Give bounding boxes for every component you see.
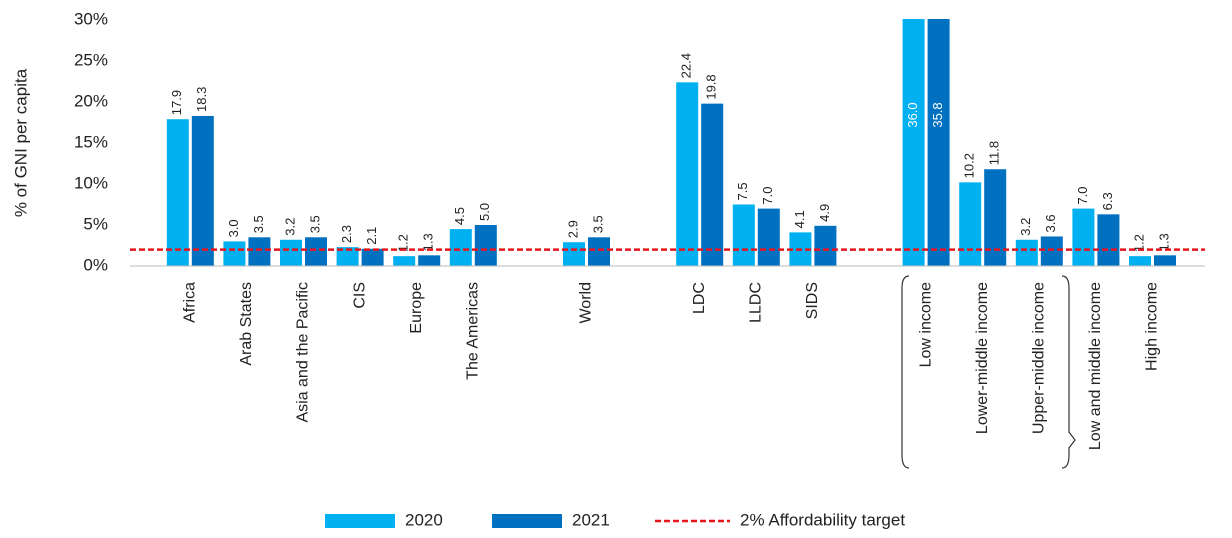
value-label: 3.5 <box>251 215 266 233</box>
legend-label: 2020 <box>405 510 443 529</box>
bar <box>902 19 925 267</box>
y-tick-label: 5% <box>83 214 108 233</box>
brace-left <box>901 275 910 469</box>
bar <box>1015 239 1038 266</box>
bar <box>1154 255 1176 266</box>
bar <box>588 237 610 266</box>
x-tick-label: Europe <box>408 282 425 334</box>
bar <box>1072 208 1095 266</box>
value-label: 7.0 <box>760 187 775 205</box>
legend-label: 2021 <box>572 510 610 529</box>
value-label: 35.8 <box>930 102 945 127</box>
y-tick-label: 20% <box>74 91 108 110</box>
legend-swatch <box>325 514 395 528</box>
bar <box>732 204 755 266</box>
bar <box>336 247 359 266</box>
y-tick-label: 10% <box>74 173 108 192</box>
bar <box>1040 236 1063 266</box>
value-label: 17.9 <box>169 90 184 115</box>
value-label: 5.0 <box>477 203 492 221</box>
x-tick-label: Low and middle income <box>1087 282 1104 450</box>
value-label: 3.0 <box>226 219 241 237</box>
bar <box>676 82 699 266</box>
value-label: 4.5 <box>452 207 467 225</box>
bar <box>191 115 214 266</box>
bar <box>305 237 327 266</box>
bar <box>361 248 384 266</box>
value-label: 7.0 <box>1075 187 1090 205</box>
value-label: 18.3 <box>194 87 209 112</box>
x-tick-label: Arab States <box>238 282 255 366</box>
value-label: 2.1 <box>364 227 379 245</box>
x-tick-label: LLDC <box>748 282 765 323</box>
value-label: 3.5 <box>307 215 322 233</box>
value-label: 3.6 <box>1043 214 1058 232</box>
y-tick-label: 30% <box>74 9 108 28</box>
bar <box>927 19 950 266</box>
value-label: 1.3 <box>421 233 436 251</box>
brace-right <box>1061 275 1076 469</box>
value-label: 7.5 <box>735 182 750 200</box>
legend-swatch <box>492 514 562 528</box>
x-tick-label: CIS <box>351 282 368 309</box>
value-label: 3.5 <box>590 215 605 233</box>
value-label: 4.9 <box>817 204 832 222</box>
bar <box>984 169 1007 266</box>
y-tick-label: 0% <box>83 255 108 274</box>
value-label: 3.2 <box>282 218 297 236</box>
bar <box>959 182 982 266</box>
bar <box>1097 214 1120 266</box>
bar <box>223 241 246 266</box>
x-tick-label: World <box>578 282 595 324</box>
bar <box>449 229 472 266</box>
value-label: 4.1 <box>792 210 807 228</box>
bar <box>280 239 302 266</box>
value-label: 2.3 <box>339 225 354 243</box>
value-label: 1.2 <box>396 234 411 252</box>
value-label: 10.2 <box>962 153 977 178</box>
x-tick-label: Asia and the Pacific <box>295 282 312 423</box>
y-tick-label: 15% <box>74 132 108 151</box>
value-label: 1.3 <box>1156 233 1171 251</box>
x-tick-label: High income <box>1144 282 1161 371</box>
x-tick-label: Lower-middle income <box>974 282 991 434</box>
value-label: 11.8 <box>987 141 1002 165</box>
bar <box>248 237 271 266</box>
bar <box>701 103 724 266</box>
bar <box>474 225 497 266</box>
legend-label: 2% Affordability target <box>740 510 905 529</box>
value-label: 3.2 <box>1018 218 1033 236</box>
x-tick-label: Low income <box>917 282 934 367</box>
bar <box>1129 256 1151 266</box>
value-label: 6.3 <box>1100 192 1115 210</box>
bar <box>418 255 441 266</box>
y-tick-label: 25% <box>74 50 108 69</box>
x-tick-label: The Americas <box>465 282 482 380</box>
x-tick-label: Africa <box>182 282 199 323</box>
x-tick-label: LDC <box>691 282 708 314</box>
value-label: 1.2 <box>1131 234 1146 252</box>
value-label: 2.9 <box>565 220 580 238</box>
x-tick-label: SIDS <box>804 282 821 319</box>
bar <box>563 242 585 266</box>
bar <box>814 225 837 266</box>
value-label: 36.0 <box>905 102 920 127</box>
bars <box>166 19 1176 267</box>
y-axis-title: % of GNI per capita <box>11 68 30 217</box>
bar <box>166 119 189 266</box>
x-tick-label: Upper-middle income <box>1031 282 1048 434</box>
value-label: 19.8 <box>704 74 719 99</box>
bar <box>757 208 780 266</box>
value-label: 22.4 <box>679 53 694 78</box>
bar <box>393 256 416 266</box>
